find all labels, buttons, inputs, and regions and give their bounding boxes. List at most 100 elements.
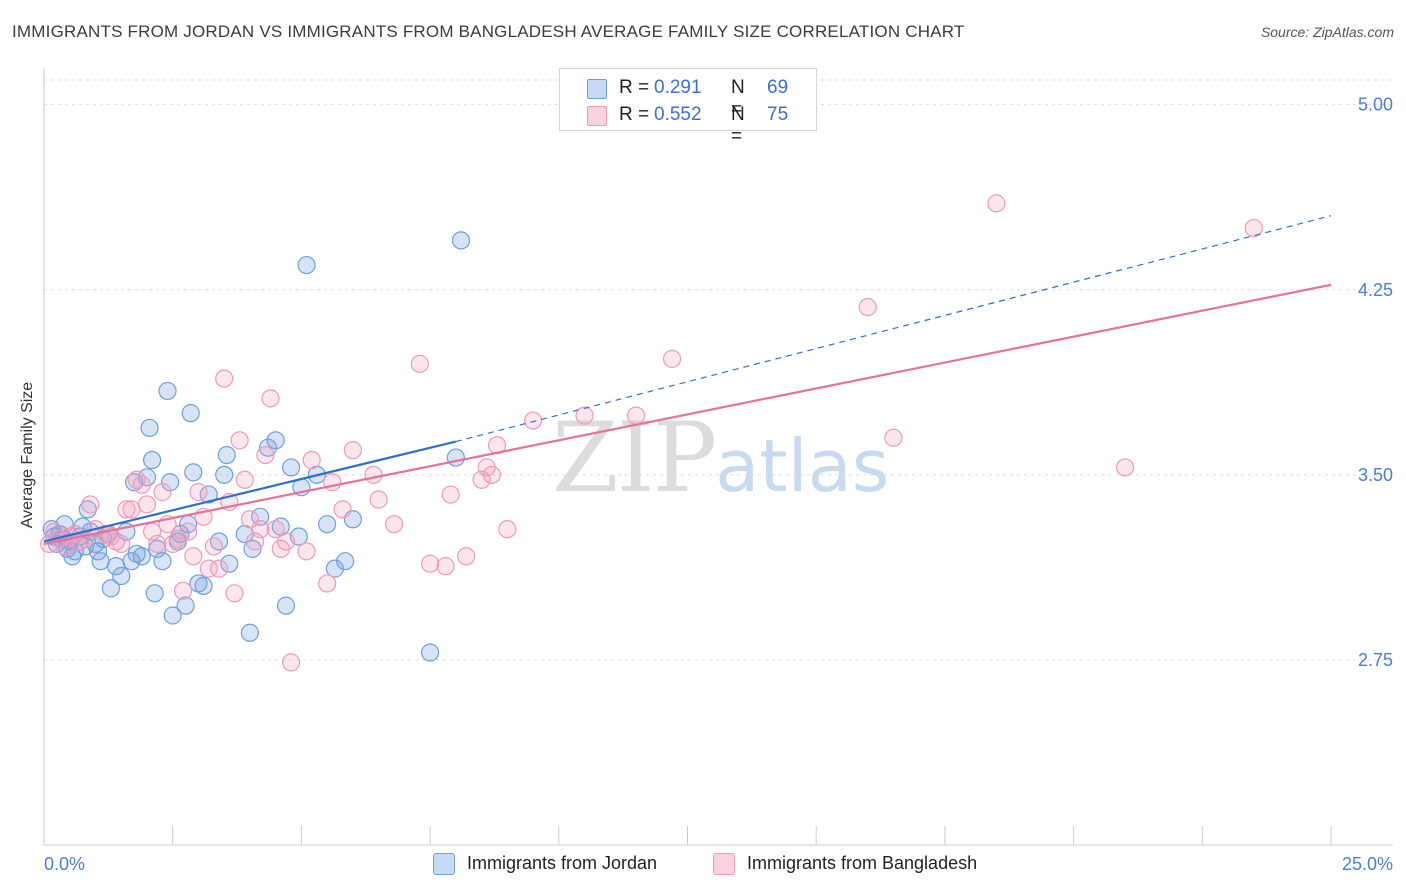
legend-n-value: 69 (767, 77, 789, 98)
jordan-point (215, 465, 234, 484)
jordan-point (336, 552, 355, 571)
jordan-point (243, 539, 262, 558)
bangladesh-point (184, 547, 203, 566)
bangladesh-point (384, 515, 404, 534)
jordan-point (153, 552, 172, 571)
legend-n-value: 75 (767, 104, 789, 125)
jordan-point (446, 448, 465, 467)
legend-r-label: R = (619, 104, 650, 125)
watermark: ZIPatlas (552, 402, 889, 514)
jordan-point (163, 606, 182, 625)
jordan-point (318, 515, 337, 534)
y-tick-label: 4.25 (1358, 280, 1393, 300)
y-tick-label: 5.00 (1358, 95, 1393, 115)
bangladesh-point (987, 194, 1006, 213)
x-tick-label-min: 0.0% (44, 854, 85, 874)
bangladesh-point (132, 475, 151, 494)
bangladesh-point (369, 490, 388, 509)
bangladesh-point (266, 520, 285, 539)
jordan-point (112, 566, 131, 586)
bangladesh-point (163, 534, 182, 554)
bangladesh-point (318, 574, 337, 593)
jordan-point (297, 255, 316, 275)
bangladesh-point (482, 465, 501, 484)
legend-r-value: 0.552 (654, 104, 702, 125)
trend-lines (43, 215, 1332, 546)
bangladesh-point (117, 500, 136, 519)
bangladesh-point (256, 445, 275, 465)
bangladesh-point (1115, 458, 1135, 477)
bangladesh-point (168, 529, 187, 549)
bottom-legend-label: Immigrants from Bangladesh (747, 853, 978, 873)
grid-lines (44, 79, 1393, 661)
chart-title: IMMIGRANTS FROM JORDAN VS IMMIGRANTS FRO… (12, 22, 965, 41)
bangladesh-point (209, 559, 229, 578)
jordan-point (181, 404, 200, 423)
bangladesh-point (127, 470, 146, 489)
bangladesh-point (215, 369, 234, 388)
bangladesh-point (498, 520, 517, 539)
data-points (40, 194, 1263, 672)
bangladesh-point (1244, 218, 1263, 238)
jordan-point (176, 596, 195, 615)
jordan-point (220, 554, 239, 573)
y-tick-label: 2.75 (1358, 650, 1393, 670)
bangladesh-point (343, 441, 362, 460)
jordan-point (145, 584, 164, 603)
legend-n-label: N = (731, 104, 745, 147)
bangladesh-point (179, 522, 198, 541)
bangladesh-point (276, 532, 296, 551)
bangladesh-point (230, 431, 249, 450)
jordan-point (325, 559, 344, 578)
bangladesh-point (410, 354, 429, 373)
bangladesh-point (364, 465, 383, 484)
correlation-legend: R = 0.291 N = 69 R = 0.552 N = 75 (559, 68, 817, 147)
jordan-point (421, 643, 440, 662)
jordan-point (184, 463, 203, 482)
bangladesh-point (436, 557, 455, 576)
y-axis-label: Average Family Size (19, 381, 36, 529)
jordan-point (266, 431, 285, 450)
bangladesh-point (662, 349, 682, 368)
jordan-point (91, 552, 110, 571)
bangladesh-point (112, 534, 131, 554)
jordan-point (78, 500, 97, 519)
axes (43, 68, 1393, 846)
legend-swatch-jordan (587, 79, 607, 99)
bangladesh-point (122, 500, 141, 519)
bangladesh-point (282, 653, 301, 672)
tick-labels: 2.75 3.50 4.25 5.00 0.0% 25.0% (44, 95, 1393, 874)
bangladesh-point (173, 581, 193, 600)
bangladesh-point (457, 547, 476, 566)
jordan-point (282, 458, 301, 477)
jordan-point (194, 576, 213, 595)
bottom-legend-label: Immigrants from Jordan (467, 853, 658, 873)
bangladesh-point (523, 411, 543, 430)
jordan-point (158, 381, 177, 401)
bangladesh-point (81, 495, 100, 514)
bangladesh-point (575, 406, 594, 425)
bangladesh-point (199, 559, 218, 578)
bangladesh-point (137, 495, 157, 514)
x-tick-label-max: 25.0% (1342, 854, 1393, 874)
jordan-trend-extension (455, 215, 1332, 443)
bottom-legend-swatch-bangladesh (713, 853, 735, 875)
jordan-point (276, 596, 296, 615)
legend-r-value: 0.291 (654, 77, 702, 98)
jordan-point (140, 418, 159, 438)
legend-swatch-bangladesh (587, 106, 607, 126)
legend-r-label: R = (619, 77, 650, 98)
bangladesh-point (626, 406, 646, 425)
bangladesh-point (884, 428, 903, 447)
bangladesh-point (302, 450, 321, 470)
jordan-point (240, 623, 260, 642)
bangladesh-trend-line (43, 283, 1332, 546)
bangladesh-point (261, 389, 280, 408)
jordan-point (101, 579, 121, 598)
bangladesh-point (235, 470, 254, 489)
bangladesh-point (333, 500, 352, 519)
bangladesh-point (153, 483, 172, 502)
bangladesh-point (189, 483, 208, 502)
bangladesh-point (297, 542, 316, 561)
